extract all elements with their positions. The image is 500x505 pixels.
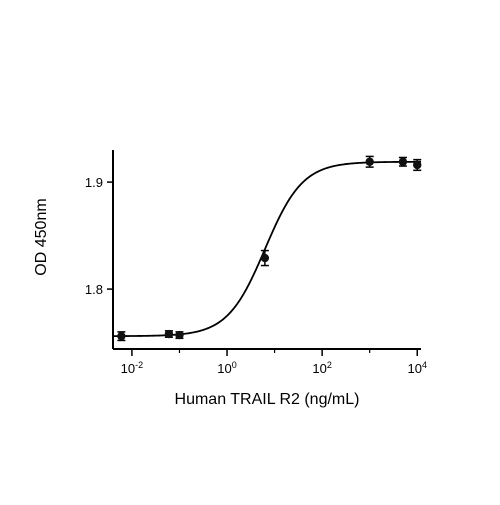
x-tick-label: 102 <box>312 360 331 376</box>
x-tick-exponent: 0 <box>232 360 237 370</box>
data-point <box>365 155 374 168</box>
data-marker <box>413 160 422 170</box>
data-marker <box>164 329 174 339</box>
x-tick-exponent: 2 <box>327 360 332 370</box>
x-tick-label: 100 <box>217 360 236 376</box>
data-marker <box>365 157 374 166</box>
data-point <box>164 329 174 339</box>
x-tick-label: 10-2 <box>121 360 143 376</box>
data-points-layer <box>117 155 422 342</box>
data-point <box>260 249 270 267</box>
data-marker <box>398 157 408 166</box>
x-axis-title: Human TRAIL R2 (ng/mL) <box>175 391 360 408</box>
fit-curve-layer <box>113 160 421 338</box>
x-tick-label: 104 <box>407 360 426 376</box>
data-marker <box>117 331 126 341</box>
fit-curve <box>113 160 421 338</box>
y-tick-label: 1.8 <box>85 282 103 297</box>
data-point <box>117 331 126 342</box>
y-axis-title: OD 450nm <box>33 198 50 275</box>
data-marker <box>175 330 184 340</box>
data-point <box>175 330 184 340</box>
data-point <box>398 156 408 167</box>
axes: 1.8 1.9 10-2 100 102 104 <box>85 150 427 376</box>
data-point <box>413 158 422 172</box>
x-tick-exponent: -2 <box>135 360 143 370</box>
data-marker <box>260 253 270 263</box>
x-tick-exponent: 4 <box>422 360 427 370</box>
y-tick-label: 1.9 <box>85 175 103 190</box>
